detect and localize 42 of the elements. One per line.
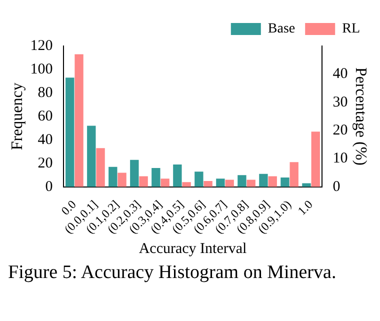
y2-tick-label: 0 [332,178,340,195]
bar [152,168,160,187]
caption: Figure 5: Accuracy Histogram on Minerva. [8,262,338,284]
legend-label: RL [342,22,360,37]
bar [246,180,256,187]
bar [280,177,290,187]
bar [225,180,234,187]
bar [182,182,191,187]
y-tick-label: 120 [30,38,53,54]
y-tick-label: 20 [38,155,53,172]
legend-label: Base [268,22,296,37]
y-tick-label: 60 [38,108,53,124]
y2-tick-label: 20 [332,122,348,138]
x-tick-label: 1.0 [294,197,316,218]
x-axis-title: Accuracy Interval [138,240,247,257]
bar [87,126,96,187]
bar [204,180,212,187]
bar [108,166,118,187]
bar [268,176,277,187]
bar [139,176,148,187]
bar [173,164,182,187]
bar [130,160,139,187]
y-axis-title: Frequency [8,82,26,150]
bar [238,175,246,187]
y2-tick-label: 40 [332,66,348,82]
y2-tick-label: 30 [332,94,348,110]
bar [118,172,126,187]
bar [194,172,204,187]
y2-axis-title: Percentage (%) [352,67,370,166]
bar [216,178,225,187]
y-tick-label: 100 [30,61,53,78]
bar [74,54,84,187]
bar [160,178,170,187]
y-tick-label: 40 [38,132,53,148]
bar [66,78,74,187]
bar [96,148,105,187]
bar [259,174,268,187]
y-tick-label: 0 [45,178,53,195]
bar [311,132,320,187]
bar [290,162,298,187]
y2-tick-label: 10 [332,150,348,167]
y-tick-label: 80 [38,84,53,101]
